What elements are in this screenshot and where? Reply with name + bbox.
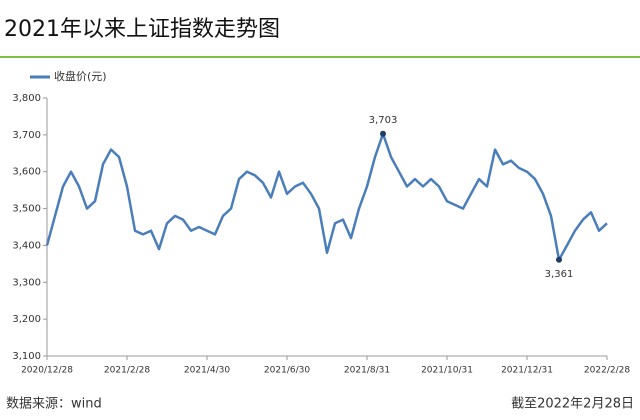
- data-label: 3,361: [545, 269, 574, 280]
- x-tick-label: 2021/10/31: [421, 366, 473, 376]
- y-tick-label: 3,300: [12, 277, 41, 288]
- point-marker: [380, 130, 386, 137]
- series-line: [45, 132, 608, 262]
- x-tick-label: 2021/4/30: [184, 366, 230, 376]
- y-tick-label: 3,600: [12, 167, 41, 178]
- y-tick-label: 3,400: [12, 240, 41, 251]
- data-label: 3,703: [369, 115, 398, 126]
- point-marker: [556, 256, 562, 263]
- x-tick-label: 2021/12/31: [501, 366, 553, 376]
- y-tick-label: 3,200: [12, 314, 41, 325]
- note: 截至2022年2月28日: [511, 397, 634, 412]
- source: 数据来源：wind: [6, 397, 102, 412]
- y-tick-label: 3,100: [12, 351, 41, 362]
- y-tick-label: 3,500: [12, 204, 41, 215]
- y-tick-label: 3,800: [12, 93, 41, 104]
- x-tick-label: 2022/2/28: [584, 366, 630, 376]
- y-tick-label: 3,700: [12, 130, 41, 141]
- x-tick-label: 2021/6/30: [264, 366, 310, 376]
- legend-label: 收盘价(元): [54, 69, 107, 83]
- chart-title: 2021年以来上证指数走势图: [4, 17, 280, 42]
- x-tick-label: 2021/8/31: [344, 366, 390, 376]
- x-tick-label: 2020/12/28: [21, 366, 73, 376]
- x-tick-label: 2021/2/28: [104, 366, 150, 376]
